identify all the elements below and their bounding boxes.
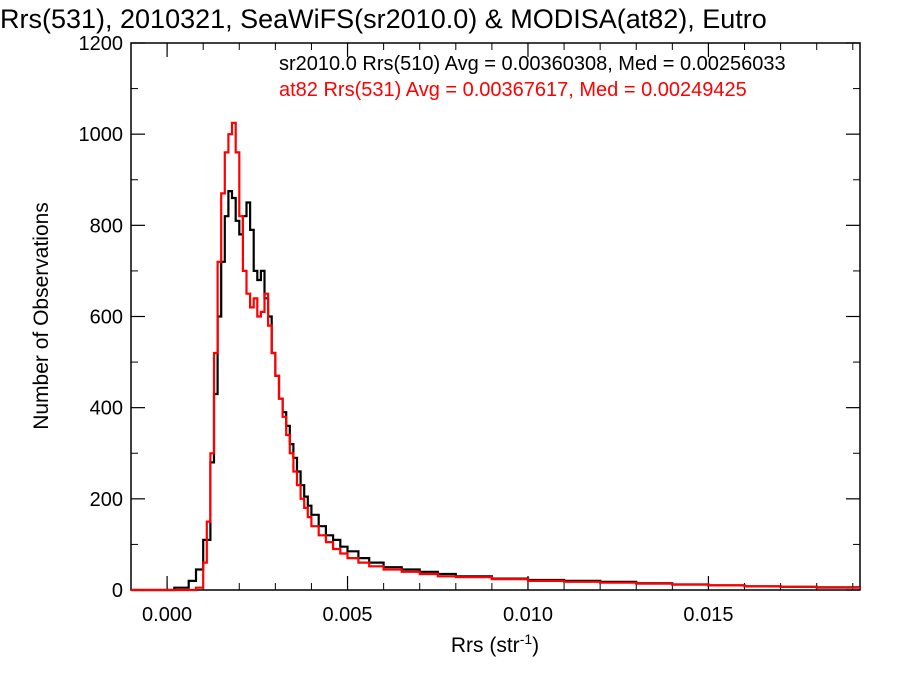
y-axis: 0 200 400 600 800 1000 1200 [79, 33, 860, 602]
legend-entry-0: sr2010.0 Rrs(510) Avg = 0.00360308, Med … [279, 53, 786, 75]
y-tick-label: 600 [90, 307, 123, 329]
legend-entry-1: at82 Rrs(531) Avg = 0.00367617, Med = 0.… [279, 79, 747, 101]
y-axis-label: Number of Observations [30, 202, 53, 430]
x-tick-label: 0.015 [683, 604, 733, 626]
series-line-1 [131, 121, 862, 592]
y-tick-label: 0 [112, 580, 123, 602]
x-tick-label: 0.005 [323, 604, 373, 626]
y-tick-label: 400 [90, 398, 123, 420]
x-tick-label: 0.010 [503, 604, 553, 626]
plot-frame [130, 42, 861, 591]
x-tick-label: 0.000 [142, 604, 192, 626]
y-tick-label: 1000 [79, 124, 124, 146]
x-axis-label: Rrs (str-1) [451, 631, 539, 657]
series-line-0 [131, 190, 862, 592]
series-group [131, 121, 862, 592]
x-axis: 0.000 0.005 0.010 0.015 [130, 43, 854, 626]
y-tick-label: 800 [90, 215, 123, 237]
x-axis-label-close: ) [532, 634, 539, 657]
y-tick-label: 200 [90, 489, 123, 511]
x-axis-label-main: Rrs (str [451, 634, 520, 657]
legend: sr2010.0 Rrs(510) Avg = 0.00360308, Med … [279, 53, 786, 101]
x-axis-label-superscript: -1 [520, 631, 533, 647]
chart-title: Rrs(531), 2010321, SeaWiFS(sr2010.0) & M… [0, 4, 767, 34]
y-tick-label: 1200 [79, 33, 124, 55]
